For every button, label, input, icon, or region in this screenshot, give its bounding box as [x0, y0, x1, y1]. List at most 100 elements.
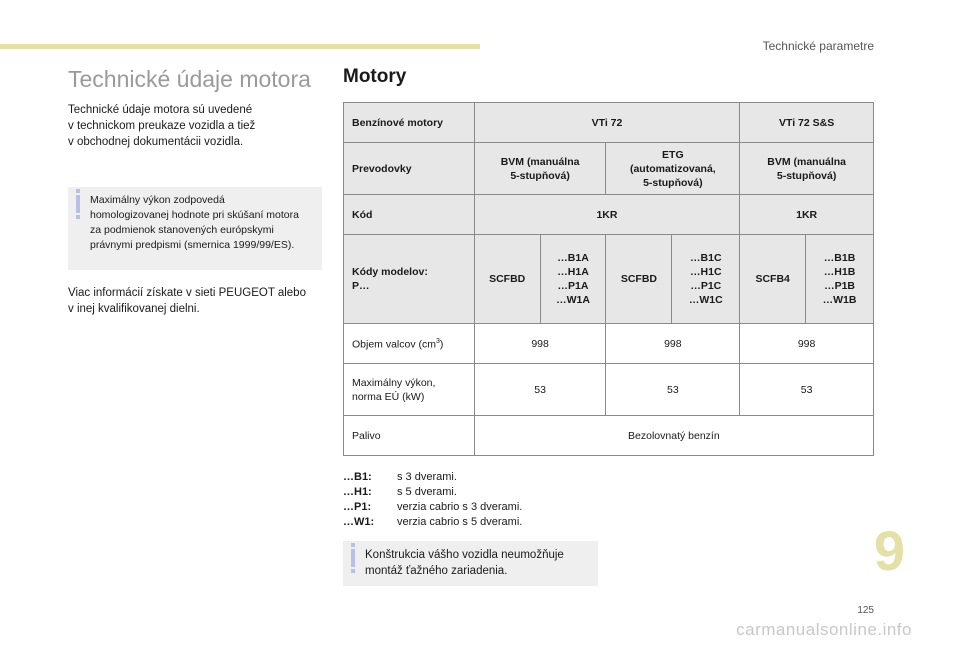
cell-line: …P1C: [690, 280, 722, 292]
fuel-value: Bezolovnatý benzín: [473, 415, 875, 456]
info-line: homologizovanej hodnote pri skúšaní moto…: [90, 209, 299, 221]
cell-line: …H1B: [823, 266, 856, 278]
cell-line: norma EÚ (kW): [352, 390, 425, 403]
legend-value: s 3 dverami.: [397, 471, 457, 483]
cell-text: Objem valcov (cm: [352, 338, 437, 351]
info-icon: [76, 189, 80, 219]
cell-line: 5-stupňová): [776, 169, 837, 182]
cell-line: Kódy modelov:: [352, 266, 428, 278]
power-value: 53: [739, 363, 874, 416]
section-title: Technické parametre: [762, 39, 874, 53]
header-accent-bar: [0, 44, 480, 49]
engine-vti72: VTi 72: [473, 102, 741, 143]
model-list: …B1A …H1A …P1A …W1A: [539, 234, 607, 324]
table-row: Palivo Bezolovnatý benzín: [343, 415, 875, 456]
legend-key: …P1:: [343, 501, 372, 513]
power-label: Maximálny výkon, norma EÚ (kW): [343, 363, 475, 416]
legend-item: …B1: s 3 dverami.: [343, 470, 522, 485]
legend-item: …W1: verzia cabrio s 5 dverami.: [343, 515, 522, 530]
watermark: carmanualsonline.info: [736, 620, 912, 639]
info-line: za podmienok stanovených európskymi: [90, 224, 274, 236]
gearbox-cell: ETG (automatizovaná, 5-stupňová): [605, 142, 741, 195]
model-list: …B1C …H1C …P1C …W1C: [671, 234, 741, 324]
table-row: Kód 1KR 1KR: [343, 194, 874, 235]
info-line: právnymi predpismi (smernica 1999/99/ES)…: [90, 239, 295, 251]
info-line: montáž ťažného zariadenia.: [365, 565, 508, 577]
cell-line: …H1C: [690, 266, 722, 278]
intro-line: v obchodnej dokumentácii vozidla.: [68, 136, 244, 148]
fuel-label: Palivo: [343, 415, 475, 456]
cell-line: BVM (manuálna: [767, 155, 846, 168]
intro-line: v technickom preukaze vozidla a tiež: [68, 120, 256, 132]
legend-value: s 5 dverami.: [397, 486, 457, 498]
table-row: Benzínové motory VTi 72 VTi 72 S&S: [343, 102, 874, 143]
intro-line: Technické údaje motora sú uvedené: [68, 104, 253, 116]
cell-line: Maximálny výkon,: [352, 376, 436, 389]
power-value: 53: [605, 363, 741, 416]
models-label: Kódy modelov: P…: [343, 234, 475, 324]
info-text: Konštrukcia vášho vozidla neumožňuje mon…: [365, 547, 564, 579]
code-cell: 1KR: [473, 194, 741, 235]
gearbox-label: Prevodovky: [343, 142, 475, 195]
cell-line: ETG: [662, 148, 684, 161]
page-number: 125: [857, 605, 874, 616]
model-code: SCFBD: [473, 234, 541, 324]
cell-line: …P1A: [557, 280, 589, 292]
engine-vti72ss: VTi 72 S&S: [739, 102, 874, 143]
table-row: Kódy modelov: P… SCFBD …B1A …H1A …P1A …W…: [343, 234, 874, 324]
cell-line: P…: [352, 280, 370, 292]
footer-text: Viac informácií získate v sieti PEUGEOT …: [68, 285, 306, 317]
info-box-towing: Konštrukcia vášho vozidla neumožňuje mon…: [343, 541, 598, 586]
volume-value: 998: [473, 323, 607, 364]
table-row: Maximálny výkon, norma EÚ (kW) 53 53 53: [343, 363, 874, 416]
cell-line: …B1C: [690, 252, 722, 264]
cell-line: …B1A: [557, 252, 589, 264]
engine-label: Benzínové motory: [343, 102, 475, 143]
cell-line: 5-stupňová): [643, 176, 703, 189]
footer-line: Viac informácií získate v sieti PEUGEOT …: [68, 287, 306, 299]
cell-line: …P1B: [824, 280, 856, 292]
legend-key: …W1:: [343, 516, 375, 528]
cell-line: BVM (manuálna: [500, 155, 580, 168]
table-row: Prevodovky BVM (manuálna 5-stupňová) ETG…: [343, 142, 874, 195]
table-row: Objem valcov (cm3) 998 998 998: [343, 323, 874, 364]
legend-item: …P1: verzia cabrio s 3 dverami.: [343, 500, 522, 515]
cell-text: ): [439, 338, 444, 351]
legend-item: …H1: s 5 dverami.: [343, 485, 522, 500]
code-cell: 1KR: [739, 194, 874, 235]
cell-sup: 3: [436, 338, 440, 346]
cell-line: …W1B: [822, 294, 857, 306]
cell-line: …B1B: [823, 252, 856, 264]
main-title: Motory: [343, 66, 407, 87]
cell-line: 5-stupňová): [510, 169, 570, 182]
info-text: Maximálny výkon zodpovedá homologizovane…: [90, 193, 299, 253]
chapter-number: 9: [873, 519, 905, 582]
cell-line: (automatizovaná,: [629, 162, 716, 175]
legend-key: …H1:: [343, 486, 372, 498]
legend-key: …B1:: [343, 471, 372, 483]
info-line: Maximálny výkon zodpovedá: [90, 194, 225, 206]
intro-text: Technické údaje motora sú uvedené v tech…: [68, 102, 318, 150]
footer-line: v inej kvalifikovanej dielni.: [68, 303, 200, 315]
legend-value: verzia cabrio s 5 dverami.: [397, 516, 523, 528]
info-icon: [351, 543, 355, 573]
code-label: Kód: [343, 194, 475, 235]
model-legend: …B1: s 3 dverami. …H1: s 5 dverami. …P1:…: [343, 470, 522, 530]
info-box-power: Maximálny výkon zodpovedá homologizovane…: [68, 187, 322, 270]
left-title: Technické údaje motora: [68, 66, 311, 92]
volume-label: Objem valcov (cm3): [343, 323, 475, 364]
volume-value: 998: [739, 323, 874, 364]
model-list: …B1B …H1B …P1B …W1B: [805, 234, 874, 324]
gearbox-cell: BVM (manuálna 5-stupňová): [739, 142, 874, 195]
cell-line: …W1A: [556, 294, 590, 306]
power-value: 53: [473, 363, 607, 416]
volume-value: 998: [605, 323, 741, 364]
cell-line: …H1A: [557, 266, 589, 278]
model-code: SCFBD: [605, 234, 673, 324]
gearbox-cell: BVM (manuálna 5-stupňová): [473, 142, 607, 195]
info-line: Konštrukcia vášho vozidla neumožňuje: [365, 549, 564, 561]
model-code: SCFB4: [739, 234, 807, 324]
legend-value: verzia cabrio s 3 dverami.: [397, 501, 523, 513]
cell-line: …W1C: [688, 294, 723, 306]
engine-spec-table: Benzínové motory VTi 72 VTi 72 S&S Prevo…: [343, 102, 875, 456]
